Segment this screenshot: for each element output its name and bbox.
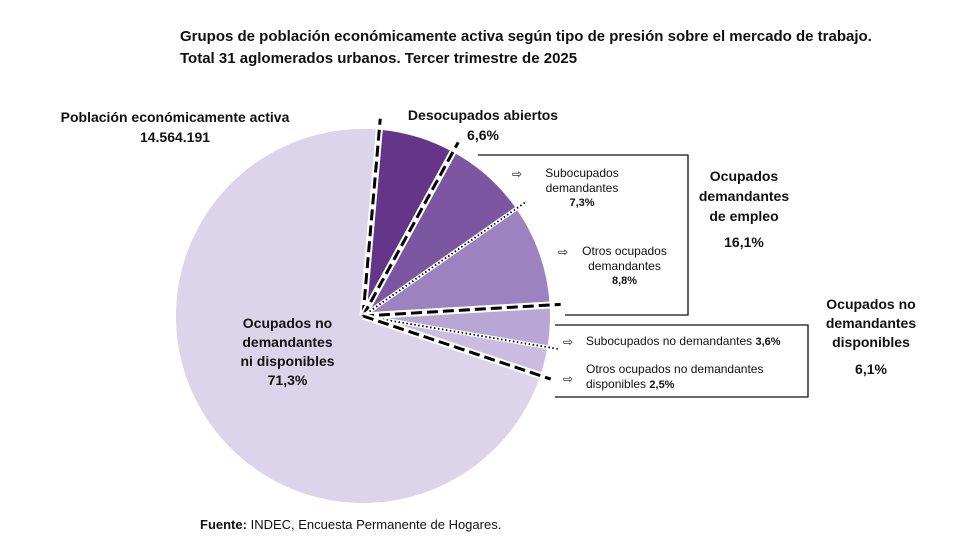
pie-slice-6 <box>175 128 541 503</box>
legend-subocupados-demandantes: Subocupados demandantes 7,3% <box>527 166 637 211</box>
pie-slice-3 <box>363 208 550 316</box>
pea-value: 14.564.191 <box>139 129 211 145</box>
ocupados-no-demandantes-label: Ocupados no demandantes disponibles 6,1% <box>811 295 931 379</box>
legend-subocupados-no-dem-pct: 3,6% <box>755 336 781 348</box>
legend-otros-demandantes: Otros ocupados demandantes 8,8% <box>572 244 677 289</box>
ocupados-ni-disponibles-line3: ni disponibles <box>240 353 335 369</box>
ocupados-ni-disponibles-pct: 71,3% <box>267 372 308 388</box>
ocupados-demandantes-line3: de empleo <box>709 208 779 224</box>
ocupados-ni-disponibles-line1: Ocupados no <box>242 315 333 331</box>
legend-otros-dem-pct: 8,8% <box>611 275 638 287</box>
legend-otros-dem-line1: Otros ocupados <box>582 244 667 258</box>
pie-separator-5 <box>362 315 559 350</box>
legend-subocupados-dem-line2: demandantes <box>545 181 619 195</box>
source-text: INDEC, Encuesta Permanente de Hogares. <box>250 517 502 532</box>
legend-otros-dem-line2: demandantes <box>588 259 661 273</box>
ocupados-no-demandantes-line2: demandantes <box>825 315 917 331</box>
legend-otros-no-dem-line2: disponibles <box>586 377 647 391</box>
desocupados-label: Desocupados abiertos 6,6% <box>388 105 578 145</box>
legend-otros-no-demandantes: Otros ocupados no demandantes disponible… <box>586 362 763 393</box>
arrow-right-icon: ⇨ <box>512 167 523 181</box>
pie-separator-1 <box>361 118 382 317</box>
ocupados-demandantes-pct: 16,1% <box>724 234 764 250</box>
legend-subocupados-dem-pct: 7,3% <box>569 197 595 209</box>
pie-separator-3 <box>362 201 526 317</box>
ocupados-demandantes-label: Ocupados demandantes de empleo 16,1% <box>684 166 804 252</box>
pie-separator-4 <box>362 302 561 318</box>
source-note: Fuente: INDEC, Encuesta Permanente de Ho… <box>200 517 501 532</box>
legend-subocupados-no-dem-label: Subocupados no demandantes <box>586 334 753 348</box>
ocupados-demandantes-line2: demandantes <box>698 188 790 204</box>
ocupados-ni-disponibles-line2: demandantes <box>242 334 333 350</box>
arrow-right-icon: ⇨ <box>563 372 574 386</box>
legend-otros-no-dem-line1: Otros ocupados no demandantes <box>586 362 764 376</box>
pea-label: Población económicamente activa 14.564.1… <box>40 107 310 147</box>
source-label: Fuente: <box>200 517 247 532</box>
pie-separators <box>359 118 561 383</box>
ocupados-no-demandantes-line3: disponibles <box>832 334 910 350</box>
ocupados-ni-disponibles-label: Ocupados no demandantes ni disponibles 7… <box>205 314 370 390</box>
desocupados-pct: 6,6% <box>467 127 499 143</box>
legend-subocupados-no-demandantes: Subocupados no demandantes 3,6% <box>586 334 781 350</box>
bracket-ocupados-demandantes <box>478 154 689 316</box>
pie-separator-2 <box>361 141 460 317</box>
chart-title: Grupos de población económicamente activ… <box>180 26 872 70</box>
pea-title: Población económicamente activa <box>60 109 290 125</box>
arrow-right-icon: ⇨ <box>558 245 569 259</box>
chart-title-line2: Total 31 aglomerados urbanos. Tercer tri… <box>180 50 578 67</box>
ocupados-demandantes-line1: Ocupados <box>709 168 779 184</box>
legend-otros-no-dem-pct: 2,5% <box>649 379 675 391</box>
pie-slice-2 <box>363 152 517 316</box>
chart-title-line1: Grupos de población económicamente activ… <box>180 28 872 45</box>
ocupados-no-demandantes-line1: Ocupados no <box>826 296 916 312</box>
bracket-ocupados-no-demandantes <box>555 324 809 398</box>
desocupados-title: Desocupados abiertos <box>407 107 559 123</box>
ocupados-no-demandantes-pct: 6,1% <box>855 361 887 377</box>
legend-subocupados-dem-line1: Subocupados <box>545 166 619 180</box>
arrow-right-icon: ⇨ <box>563 335 574 349</box>
pie-separator-6 <box>362 314 552 381</box>
